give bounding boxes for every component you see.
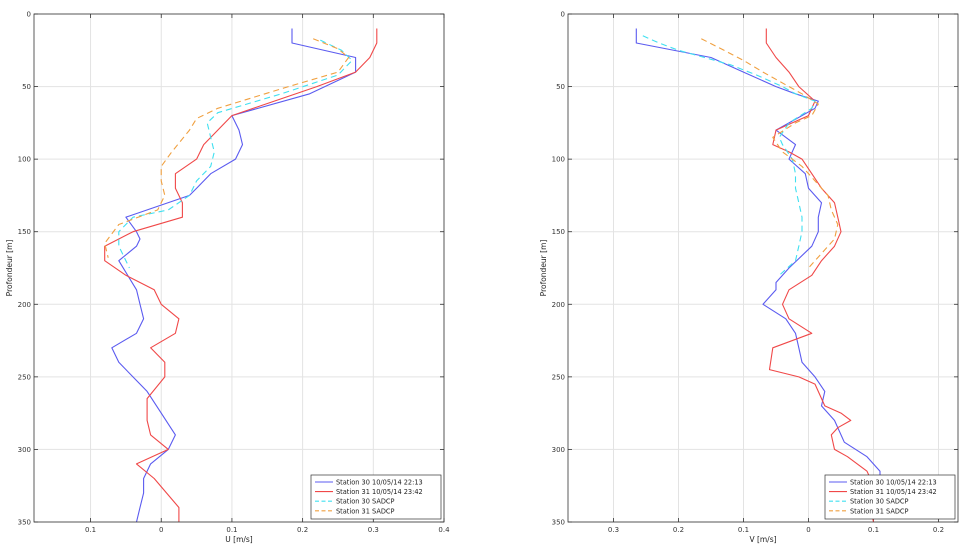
- x-tick-label: 0.1: [868, 526, 879, 534]
- x-tick-label: 0: [806, 526, 810, 534]
- legend-entry: Station 31 SADCP: [850, 507, 909, 515]
- y-tick-label: 150: [552, 228, 565, 236]
- x-tick-label: 0.1: [226, 526, 237, 534]
- y-tick-label: 100: [18, 156, 31, 164]
- y-tick-label: 0: [561, 11, 565, 19]
- y-tick-label: 0: [27, 11, 31, 19]
- legend-entry: Station 30 SADCP: [336, 498, 395, 506]
- x-axis-label: V [m/s]: [749, 535, 776, 544]
- axes-frame: [567, 13, 959, 523]
- y-axis-label: Profondeur [m]: [539, 240, 548, 297]
- x-tick-label: 0.2: [673, 526, 684, 534]
- y-tick-label: 50: [22, 83, 31, 91]
- y-tick-label: 350: [18, 519, 31, 527]
- y-axis-label: Profondeur [m]: [5, 240, 14, 297]
- series-line-2: [104, 28, 378, 522]
- x-tick-label: 0.4: [438, 526, 450, 534]
- y-tick-label: 300: [552, 446, 565, 454]
- series-line-4: [104, 38, 350, 258]
- legend-entry: Station 31 SADCP: [336, 507, 395, 515]
- x-tick-label: 0.1: [85, 526, 96, 534]
- y-tick-label: 150: [18, 228, 31, 236]
- x-tick-label: 0: [159, 526, 163, 534]
- plot-area: [34, 14, 444, 522]
- y-tick-label: 250: [18, 373, 31, 381]
- legend-entry: Station 30 10/05/14 22:13: [850, 479, 937, 487]
- chart-panel-2: 0.3 0.2 0.1 0 0.1 0.2 0 50 100 150 200 250 300 350 V […: [539, 11, 959, 544]
- legend-entry: Station 31 10/05/14 23:42: [850, 488, 937, 496]
- chart-panel-1: 0.1 0 0.1 0.2 0.3 0.4 0 50 100 150 200 250 300 350 U […: [5, 11, 450, 545]
- y-tick-label: 300: [18, 446, 31, 454]
- plot-area: [568, 14, 958, 522]
- series-line-1: [111, 28, 357, 522]
- x-tick-label: 0.2: [933, 526, 944, 534]
- axes-frame: [33, 13, 445, 523]
- x-tick-label: 0.3: [368, 526, 379, 534]
- x-tick-label: 0.1: [738, 526, 749, 534]
- legend-entry: Station 30 10/05/14 22:13: [336, 479, 423, 487]
- x-tick-label: 0.3: [608, 526, 619, 534]
- y-tick-label: 200: [18, 301, 31, 309]
- series-line-3: [118, 39, 353, 269]
- y-tick-label: 50: [556, 83, 565, 91]
- x-axis-label: U [m/s]: [225, 535, 253, 544]
- legend-entry: Station 31 10/05/14 23:42: [336, 488, 423, 496]
- x-tick-label: 0.2: [297, 526, 308, 534]
- y-tick-label: 350: [552, 519, 565, 527]
- y-tick-label: 250: [552, 373, 565, 381]
- y-tick-label: 100: [552, 156, 565, 164]
- legend-entry: Station 30 SADCP: [850, 498, 909, 506]
- series-line-4: [701, 38, 839, 269]
- y-tick-label: 200: [552, 301, 565, 309]
- series-line-1: [635, 28, 881, 515]
- series-line-2: [765, 28, 875, 522]
